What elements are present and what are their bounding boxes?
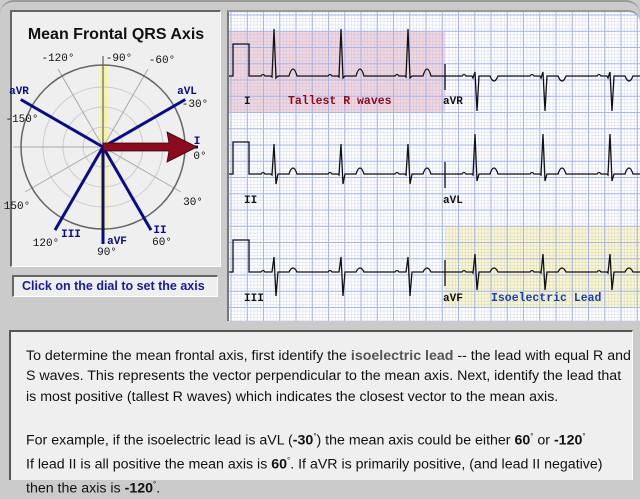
ecg-trace-avl (445, 133, 640, 182)
angle-label: 30° (183, 197, 203, 209)
lead-label-ii: II (153, 225, 166, 237)
ecg-strip: I II III aVR aVL aVF Tallest R waves Isoelectri… (227, 10, 640, 321)
lead-label-ii: II (244, 195, 257, 207)
lead-label-i: I (194, 136, 201, 148)
ecg-trace-avr (445, 71, 640, 112)
dial-title: Mean Frontal QRS Axis (27, 26, 205, 43)
angle-label: 0° (193, 151, 206, 163)
isoelectric-lead-label: Isoelectric Lead (491, 292, 602, 305)
angle-label: 120° (33, 238, 59, 250)
axis-dial[interactable]: -120° -90° -60° -30° 0° 30° 60° 90° 120° 150° -150… (0, 0, 220, 269)
lead-label-avl: aVL (177, 86, 197, 98)
lead-label-avr: aVR (443, 96, 463, 108)
angle-label: -120° (41, 53, 74, 65)
ecg-trace-ii (229, 141, 445, 185)
dial-hint: Click on the dial to set the axis (12, 275, 218, 297)
dial-panel: Mean Frontal QRS Axis (10, 10, 221, 267)
lead-label-avf: aVF (443, 293, 463, 305)
angle-label: 60° (152, 237, 172, 249)
lead-label-i: I (244, 96, 251, 108)
axis-arrow-shape (102, 131, 198, 163)
ecg-trace-avf (445, 253, 640, 291)
lead-label-iii: III (61, 229, 81, 241)
explanation-paragraph-2: For example, if the isoelectric lead is … (26, 431, 603, 497)
explanation-paragraph-1: To determine the mean frontal axis, firs… (26, 348, 631, 405)
angle-label: 150° (4, 201, 30, 213)
lead-line-avr (19, 98, 104, 149)
ecg-trace-iii (229, 239, 445, 297)
axis-arrow-icon (102, 131, 198, 163)
angle-label: 90° (97, 247, 117, 259)
lead-line-iii (53, 146, 105, 231)
lead-label-avr: aVR (9, 86, 29, 98)
ecg-trace-i (229, 28, 445, 80)
angle-label: -60° (149, 55, 175, 67)
tallest-r-waves-label: Tallest R waves (288, 95, 392, 108)
lead-label-iii: III (244, 293, 264, 305)
angle-label: -90° (106, 53, 132, 65)
lead-line-ii (101, 146, 153, 231)
explanation-panel: To determine the mean frontal axis, firs… (9, 330, 633, 497)
lead-label-avf: aVF (107, 236, 127, 248)
lead-line-avl (102, 98, 187, 149)
angle-label: -150° (5, 114, 38, 126)
isoelectric-lead-term: isoelectric lead (350, 348, 454, 364)
angle-label: -30° (182, 99, 208, 111)
lead-label-avl: aVL (443, 195, 463, 207)
